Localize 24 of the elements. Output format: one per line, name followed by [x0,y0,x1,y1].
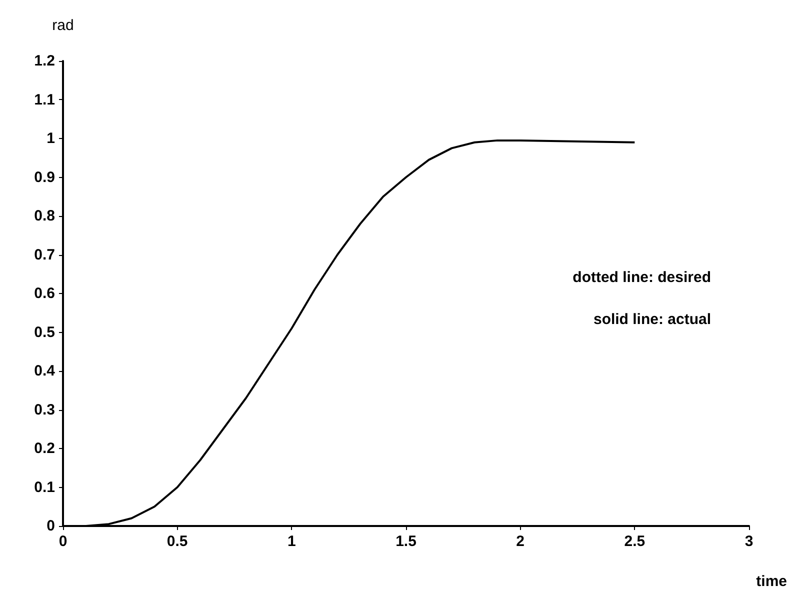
x-tick-label: 1.5 [396,533,416,550]
y-tick-label: 1.2 [34,52,55,70]
y-tick-label: 0.2 [34,440,55,457]
y-axis-title: rad [52,17,74,34]
x-tick-label: 2 [516,533,525,550]
y-tick-label: 1 [46,130,55,147]
y-tick-label: 0.5 [34,324,55,341]
y-tick-label: 0 [46,518,55,534]
annotation: solid line: actual [593,311,712,328]
y-tick-label: 0.1 [34,478,55,496]
x-axis-title: time [756,573,787,590]
x-tick-label: 0.5 [166,533,188,550]
y-tick-label: 0.3 [34,401,55,418]
y-tick-label: 0.9 [34,168,55,186]
x-tick-label: 3 [744,533,754,550]
x-tick-label: 0 [58,533,68,550]
y-tick-label: 1.1 [34,91,55,108]
x-tick-label: 1 [287,533,296,550]
y-tick-label: 0.7 [34,246,55,264]
y-tick-label: 0.8 [34,208,55,224]
y-tick-label: 0.6 [34,285,55,302]
annotation: dotted line: desired [572,269,712,286]
y-tick-label: 0.4 [34,362,56,380]
x-tick-label: 2.5 [624,533,646,550]
